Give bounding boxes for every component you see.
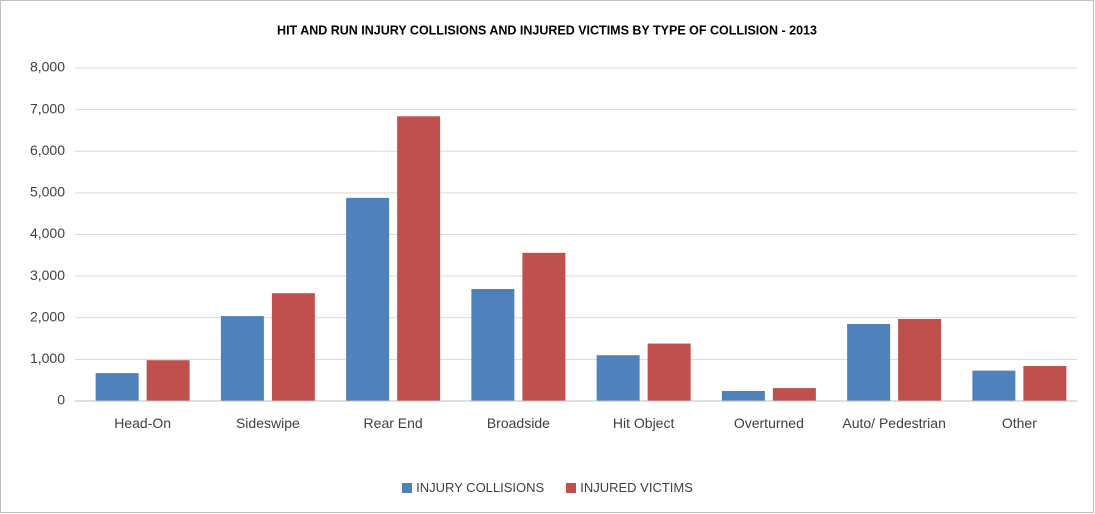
y-tick-label: 1,000 xyxy=(30,350,65,366)
bar xyxy=(397,116,441,401)
bar xyxy=(596,355,640,401)
x-tick-label: Sideswipe xyxy=(235,415,300,431)
y-tick-label: 8,000 xyxy=(30,59,65,75)
y-tick-label: 6,000 xyxy=(30,142,65,158)
legend-swatch xyxy=(402,482,413,493)
bar xyxy=(522,252,566,401)
legend-label: INJURY COLLISIONS xyxy=(416,480,545,495)
legend-item: INJURED VICTIMS xyxy=(566,480,693,495)
x-tick-label: Auto/ Pedestrian xyxy=(842,415,946,431)
y-tick-label: 7,000 xyxy=(30,100,65,116)
bar xyxy=(95,373,139,401)
x-tick-label: Head-On xyxy=(114,415,172,431)
legend-swatch xyxy=(566,482,577,493)
legend: INJURY COLLISIONS INJURED VICTIMS xyxy=(0,480,1095,495)
y-tick-label: 2,000 xyxy=(30,308,65,324)
bar xyxy=(471,289,515,401)
bar xyxy=(847,323,891,401)
legend-label: INJURED VICTIMS xyxy=(580,480,693,495)
chart-title: HIT AND RUN INJURY COLLISIONS AND INJURE… xyxy=(277,23,817,37)
bar xyxy=(1023,366,1067,401)
y-tick-label: 3,000 xyxy=(30,267,65,283)
x-tick-label: Broadside xyxy=(486,415,550,431)
bar xyxy=(721,391,765,401)
bar xyxy=(146,360,190,401)
x-tick-label: Hit Object xyxy=(612,415,675,431)
bar xyxy=(220,316,264,401)
bar xyxy=(346,197,390,401)
bar xyxy=(898,318,942,401)
bar xyxy=(647,343,691,401)
y-tick-label: 5,000 xyxy=(30,184,65,200)
legend-item: INJURY COLLISIONS xyxy=(402,480,544,495)
y-tick-label: 0 xyxy=(57,392,65,408)
y-tick-label: 4,000 xyxy=(30,225,65,241)
x-tick-label: Overturned xyxy=(733,415,804,431)
bar xyxy=(271,293,315,401)
x-tick-label: Rear End xyxy=(363,415,423,431)
bar xyxy=(772,388,816,401)
bar xyxy=(972,370,1016,401)
x-tick-label: Other xyxy=(1001,415,1037,431)
